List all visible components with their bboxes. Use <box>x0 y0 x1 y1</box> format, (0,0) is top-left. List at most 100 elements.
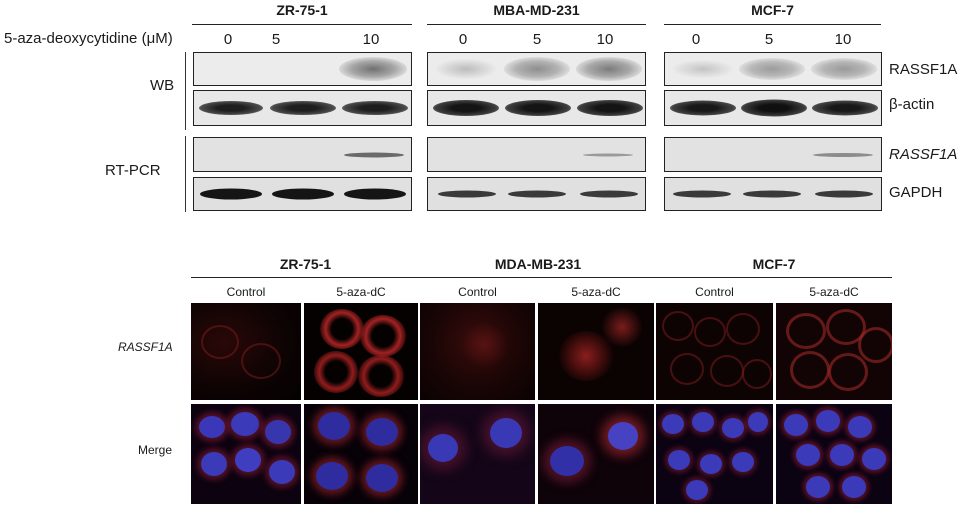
if-image-rassf1a-treated <box>538 303 654 400</box>
nucleus <box>842 476 866 498</box>
assay-label-wb: WB <box>150 77 175 94</box>
header-underline <box>656 277 892 278</box>
condition-label: 5-aza-dC <box>571 285 621 299</box>
treatment-label: 5-aza-deoxycytidine (μM) <box>4 30 173 47</box>
cell-outline <box>826 309 866 345</box>
dose-label: 0 <box>223 31 233 48</box>
stained-cell <box>360 315 406 357</box>
nucleus <box>830 444 854 466</box>
nucleus <box>848 416 872 438</box>
dose-label: 0 <box>458 31 468 48</box>
row-label-rassf1a-protein: RASSF1A <box>889 61 958 78</box>
if-row-label-merge: Merge <box>138 443 173 457</box>
dose-label: 5 <box>764 31 774 48</box>
rtpcr-bracket <box>185 136 186 212</box>
nucleus <box>316 462 348 490</box>
pcr-band <box>743 190 801 198</box>
if-image-merge-treated <box>304 404 418 504</box>
pcr-panel-rassf1a <box>664 137 882 172</box>
cell-outline <box>742 359 772 389</box>
blot-panel-beta-actin <box>193 90 412 126</box>
cell-outline <box>201 325 239 359</box>
cell-outline <box>828 353 868 391</box>
condition-label: 5-aza-dC <box>809 285 859 299</box>
stained-cell <box>460 323 510 367</box>
blot-band <box>739 58 805 80</box>
cell-line-header-zr751: ZR-75-1 <box>276 2 328 18</box>
cell-outline <box>786 313 826 349</box>
cell-outline <box>726 313 760 345</box>
nucleus <box>265 420 291 444</box>
blot-band <box>433 100 499 116</box>
pcr-band <box>272 188 334 200</box>
header-underline <box>664 24 881 25</box>
pcr-band <box>508 190 566 198</box>
assay-label-rtpcr: RT-PCR <box>105 162 161 179</box>
blot-panel-rassf1a <box>193 52 412 86</box>
nucleus <box>692 412 714 432</box>
blot-band <box>436 59 496 79</box>
if-cell-line-header-zr751: ZR-75-1 <box>279 256 332 272</box>
row-label-beta-actin: β-actin <box>889 96 935 113</box>
condition-label: 5-aza-dC <box>336 285 386 299</box>
cell-line-header-mcf7: MCF-7 <box>751 2 794 18</box>
nucleus <box>490 418 522 448</box>
nucleus <box>784 414 808 436</box>
header-underline <box>427 24 646 25</box>
nucleus <box>235 448 261 472</box>
if-image-rassf1a-treated <box>776 303 892 400</box>
if-image-rassf1a-control <box>420 303 535 400</box>
blot-band <box>199 101 263 115</box>
blot-band <box>812 100 878 116</box>
nucleus <box>199 416 225 438</box>
nucleus <box>366 464 398 492</box>
pcr-band <box>438 190 496 198</box>
blot-band <box>670 100 736 116</box>
header-underline <box>420 277 656 278</box>
header-underline <box>192 24 412 25</box>
pcr-band <box>200 188 262 200</box>
condition-label: Control <box>226 285 266 299</box>
pcr-panel-gapdh <box>193 177 412 211</box>
cell-outline <box>790 351 830 389</box>
nucleus <box>231 412 259 436</box>
pcr-band <box>673 190 731 198</box>
pcr-panel-gapdh <box>664 177 882 211</box>
nucleus <box>862 448 886 470</box>
nucleus <box>816 410 840 432</box>
cell-outline <box>662 311 694 341</box>
dose-label: 10 <box>596 31 614 48</box>
blot-band <box>342 101 408 115</box>
nucleus <box>796 444 820 466</box>
blot-panel-rassf1a <box>427 52 646 86</box>
blot-band <box>505 100 571 116</box>
nucleus <box>722 418 744 438</box>
nucleus <box>428 434 458 462</box>
cell-outline <box>241 343 281 379</box>
blot-band <box>339 57 407 81</box>
if-image-merge-control <box>420 404 535 504</box>
condition-label: Control <box>695 285 734 299</box>
dose-label: 5 <box>271 31 281 48</box>
pcr-panel-rassf1a <box>427 137 646 172</box>
blot-band <box>811 58 877 80</box>
nucleus <box>686 480 708 500</box>
pcr-band <box>344 152 404 157</box>
dose-label: 5 <box>532 31 542 48</box>
if-image-rassf1a-control <box>191 303 301 400</box>
nucleus <box>732 452 754 472</box>
nucleus <box>700 454 722 474</box>
if-image-merge-control <box>656 404 773 504</box>
blot-band <box>576 57 642 81</box>
if-image-merge-treated <box>538 404 654 504</box>
nucleus <box>662 414 684 434</box>
row-label-rassf1a-mrna: RASSF1A <box>889 146 958 163</box>
pcr-band <box>813 152 873 157</box>
header-underline <box>191 277 420 278</box>
if-row-label-rassf1a: RASSF1A <box>118 340 173 354</box>
pcr-panel-rassf1a <box>193 137 412 172</box>
row-label-gapdh: GAPDH <box>889 184 943 201</box>
cell-line-header-mbamd231: MBA-MD-231 <box>493 2 580 18</box>
pcr-panel-gapdh <box>427 177 646 211</box>
nucleus <box>366 418 398 446</box>
